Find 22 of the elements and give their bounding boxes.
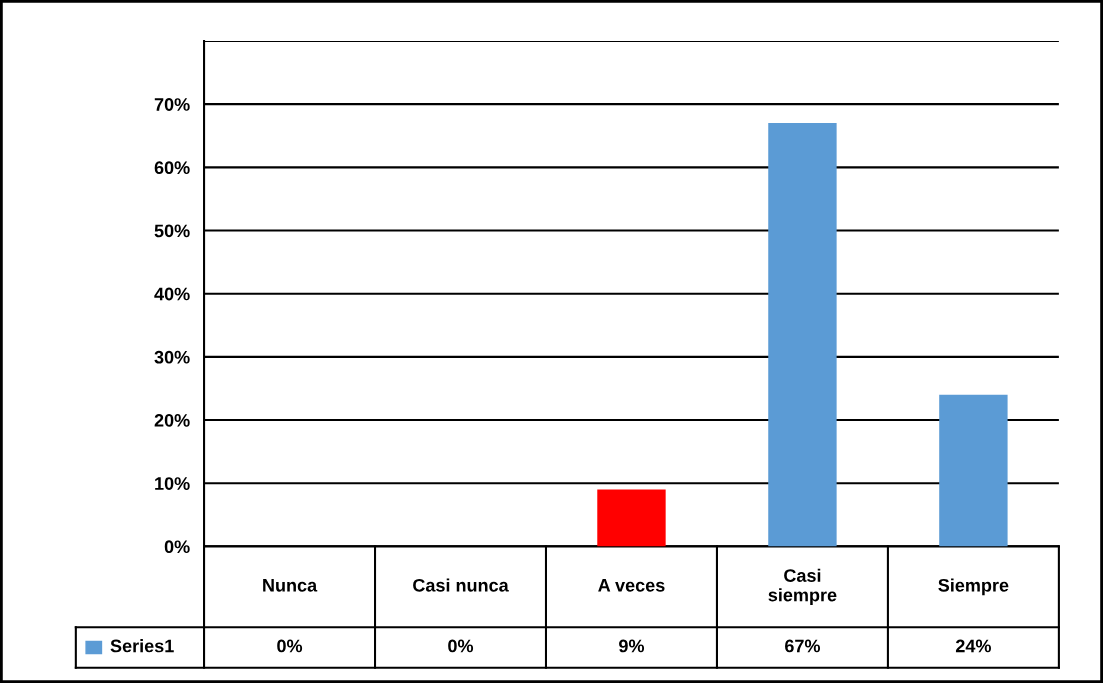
x-tick-label: Casi nunca [413, 578, 509, 592]
y-tick-label: 60% [154, 161, 190, 175]
bar [597, 489, 666, 547]
x-tick-label: A veces [598, 579, 665, 592]
data-label: 67% [785, 639, 821, 653]
bar [768, 123, 837, 547]
x-tick-label: Siempre [938, 578, 1009, 596]
data-label: 0% [277, 639, 303, 653]
x-tick-label: Nunca [263, 579, 318, 592]
y-tick-label: 40% [154, 287, 190, 301]
y-tick-label: 0% [164, 540, 190, 554]
data-label: 0% [448, 639, 474, 653]
y-tick-label: 20% [154, 413, 190, 427]
x-tick-label: Casi siempre [768, 568, 837, 605]
y-tick-label: 50% [154, 224, 190, 238]
y-tick-label: 10% [155, 477, 190, 490]
y-tick-label: 70% [154, 98, 190, 111]
bar [939, 394, 1008, 547]
legend-label: Series1 [110, 639, 174, 653]
y-tick-label: 30% [154, 350, 190, 364]
data-label: 24% [955, 639, 991, 653]
data-label: 9% [619, 639, 645, 653]
